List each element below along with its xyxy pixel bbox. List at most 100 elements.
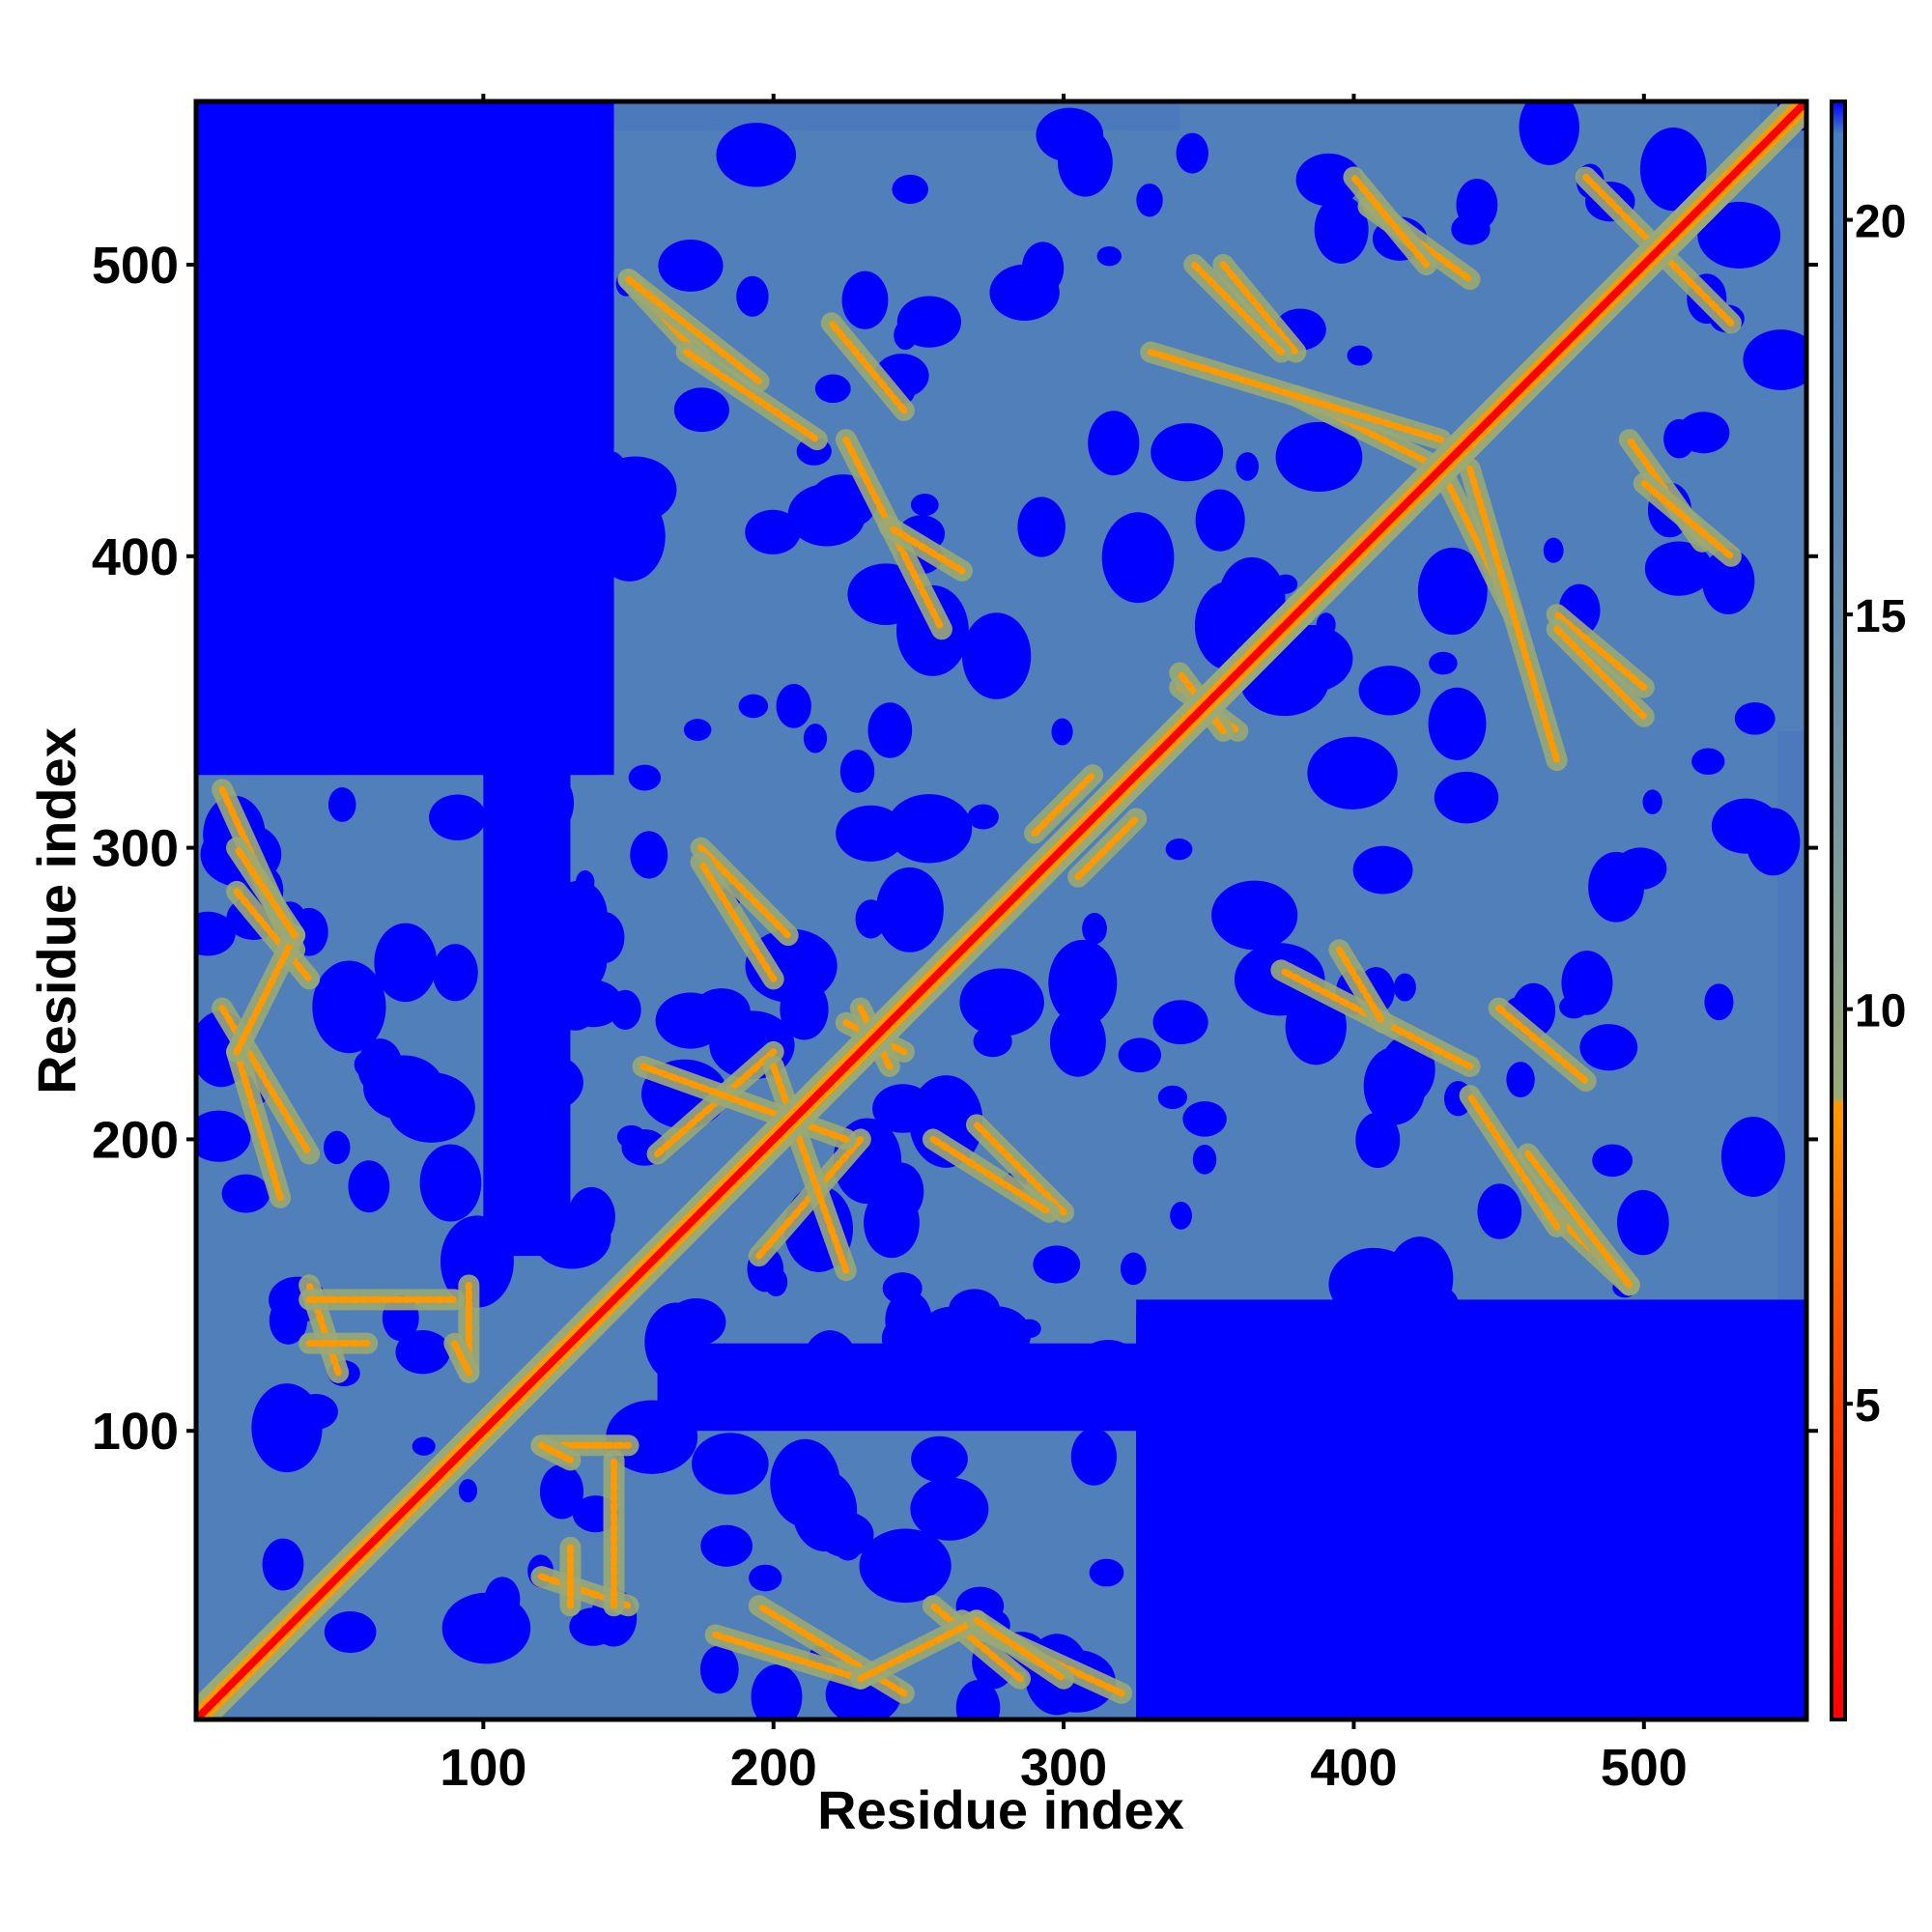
- hole-158: [1017, 1319, 1041, 1339]
- hole-20: [324, 1610, 377, 1654]
- hole-124: [683, 719, 712, 741]
- hole-mirror-125: [776, 684, 811, 728]
- hole-mirror-51: [1314, 195, 1369, 264]
- hole-46: [412, 1436, 436, 1456]
- y-axis-label: Residue index: [26, 727, 87, 1094]
- hole-4: [1429, 651, 1458, 675]
- contact-streak-1: [683, 349, 821, 443]
- hole-mirror-142: [1289, 449, 1319, 488]
- hole-mirror-20: [262, 1538, 304, 1591]
- hole-115: [1237, 915, 1268, 940]
- hole-77: [658, 239, 724, 292]
- hole-61: [1579, 1024, 1638, 1071]
- hole-mirror-65: [1058, 128, 1113, 197]
- contact-streak-mirror-3: [973, 1121, 1067, 1216]
- contact-streak-mirror-9: [697, 859, 778, 982]
- hole-mirror-3: [839, 750, 875, 793]
- colorbar: 5 10 15 20: [1830, 99, 1906, 1721]
- hole-90: [952, 1315, 1020, 1370]
- hole-mirror-116: [955, 1680, 1001, 1719]
- hole-mirror-78: [1506, 1062, 1535, 1098]
- hole-104: [1157, 1085, 1187, 1110]
- hole-105: [387, 1072, 475, 1143]
- hole-99: [1295, 153, 1362, 207]
- contact-streak-18: [1640, 479, 1735, 560]
- hole-29: [221, 1174, 270, 1213]
- hole-151: [1451, 213, 1491, 245]
- hole-mirror-144: [1393, 973, 1416, 1002]
- hole-31: [1328, 1247, 1419, 1321]
- hole-132: [749, 1564, 782, 1592]
- hole-19: [395, 1330, 450, 1375]
- hole-33: [859, 1528, 952, 1604]
- contact-streak-10: [1335, 946, 1386, 1027]
- contact-streak-11: [1495, 1005, 1590, 1085]
- contact-streak-22: [712, 1631, 865, 1683]
- contact-streak-14: [1219, 261, 1299, 356]
- contact-streak-mirror-16: [1147, 349, 1445, 443]
- no-contact-region-mirror-1: [1136, 1314, 1806, 1719]
- hole-94: [1307, 736, 1398, 810]
- hole-156: [738, 694, 769, 719]
- hole-137: [745, 509, 801, 554]
- hole-78: [814, 374, 851, 404]
- contact-streak-29: [1074, 814, 1140, 881]
- hole-mirror-123: [1642, 789, 1662, 814]
- hole-mirror-94: [1101, 512, 1175, 604]
- hole-mirror-99: [1702, 548, 1755, 614]
- hole-133: [424, 1172, 456, 1198]
- hole-mirror-137: [1355, 1112, 1401, 1169]
- hole-119: [655, 992, 725, 1049]
- hole-mirror-97: [1428, 687, 1487, 761]
- contact-streak-mirror-22: [233, 1048, 284, 1202]
- hole-mirror-35: [374, 923, 438, 1003]
- hole-mirror-114: [523, 771, 575, 836]
- hole-3: [1118, 1037, 1162, 1073]
- hole-mirror-27: [1639, 127, 1707, 212]
- contact-streak-mirror-8: [639, 1063, 850, 1143]
- hole-mirror-105: [770, 1438, 840, 1527]
- hole-mirror-112: [432, 944, 478, 1002]
- hole-mirror-31: [593, 491, 666, 582]
- x-tick-label-300: 300: [1020, 1739, 1107, 1797]
- hole-mirror-134: [348, 1160, 390, 1213]
- hole-123: [1096, 245, 1122, 267]
- hole-155: [1434, 771, 1499, 824]
- y-axis-ticks: 100 200 300 400 500: [92, 237, 1818, 1461]
- hole-mirror-158: [575, 870, 595, 895]
- hole-mirror-80: [327, 787, 356, 822]
- hole-mirror-156: [1192, 1145, 1217, 1175]
- hole-mirror-4: [1236, 452, 1260, 481]
- hole-111: [1165, 838, 1193, 861]
- hole-139: [1152, 1000, 1208, 1045]
- hole-127: [1273, 574, 1298, 594]
- hole-mirror-119: [864, 1187, 920, 1259]
- hole-142: [1422, 591, 1461, 622]
- contact-streak-5: [233, 888, 313, 982]
- hole-141: [973, 1025, 1012, 1058]
- hole-mirror-133: [715, 1458, 741, 1491]
- diagonal-core: [196, 101, 1806, 1719]
- hole-144: [910, 494, 939, 517]
- contact-streak-23: [857, 1616, 980, 1683]
- hole-67: [959, 968, 1044, 1037]
- contact-streak-mirror-23: [233, 931, 298, 1056]
- hole-mirror-61: [841, 270, 889, 329]
- hole-mirror-77: [1617, 1189, 1669, 1256]
- hole-72: [501, 851, 547, 888]
- contact-streak-mirror-5: [929, 1602, 1024, 1683]
- contact-streak-mirror-18: [1350, 173, 1431, 269]
- hole-138: [584, 449, 626, 483]
- colorbar-tick-label-10: 10: [1855, 986, 1906, 1037]
- contact-streak-16: [1466, 465, 1561, 764]
- hole-98: [628, 764, 662, 791]
- contact-streak-mirror-1: [1466, 1092, 1561, 1231]
- colorbar-tick-label-15: 15: [1855, 591, 1906, 642]
- hole-112: [911, 1435, 968, 1483]
- hole-110: [716, 123, 797, 187]
- contact-streak-mirror-11: [828, 319, 908, 414]
- hole-mirror-24: [609, 989, 641, 1030]
- hole-6: [429, 794, 487, 840]
- contact-streak-mirror-17: [1190, 261, 1285, 356]
